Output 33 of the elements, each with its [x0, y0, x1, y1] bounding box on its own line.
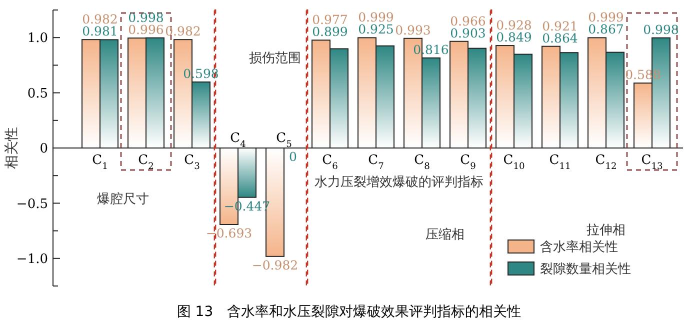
data-label: 0: [289, 149, 298, 164]
data-label: −0.693: [206, 226, 252, 241]
y-axis-title: 相关性: [4, 127, 20, 169]
legend-label: 裂隙数量相关性: [540, 262, 631, 277]
y-tick-label: 0: [40, 142, 48, 157]
data-label: 0.982: [165, 24, 201, 39]
y-tick-label: −1.0: [16, 252, 48, 267]
annotation: 拉伸相: [586, 223, 626, 238]
x-tick-label: C$_{9}$: [460, 153, 476, 172]
x-tick-label: C$_{6}$: [322, 153, 338, 172]
x-tick-label: C$_{7}$: [368, 153, 384, 172]
text: 图 13 含水率和水压裂隙对爆破效果评判指标的相关性: [176, 304, 522, 320]
annotation: 压缩相: [426, 228, 464, 243]
annotation: 损伤范围: [248, 50, 301, 66]
x-tick-label: C$_{8}$: [414, 153, 430, 172]
y-tick-label: 1.0: [27, 31, 48, 46]
annotation: 水力压裂增效爆破的评判指标: [314, 175, 484, 190]
legend-label: 含水率相关性: [540, 239, 618, 255]
data-label: 0.993: [395, 22, 431, 38]
x-tick-label: C$_{4}$: [230, 131, 246, 150]
x-tick-label: C$_{11}$: [549, 153, 571, 172]
x-tick-label: C$_{5}$: [276, 131, 292, 150]
x-tick-label: C$_{2}$: [138, 153, 154, 172]
x-tick-label: C$_{1}$: [92, 153, 108, 172]
y-tick-label: −0.5: [16, 196, 48, 212]
data-label: −0.982: [252, 257, 298, 272]
x-tick-label: C$_{12}$: [595, 153, 617, 172]
x-tick-label: C$_{3}$: [184, 153, 200, 172]
x-tick-label: C$_{10}$: [503, 153, 525, 172]
x-tick-label: C$_{13}$: [641, 153, 663, 172]
annotation: 爆腔尺寸: [97, 192, 149, 208]
y-tick-label: 0.5: [27, 86, 48, 102]
data-label: 0.998: [643, 22, 679, 37]
